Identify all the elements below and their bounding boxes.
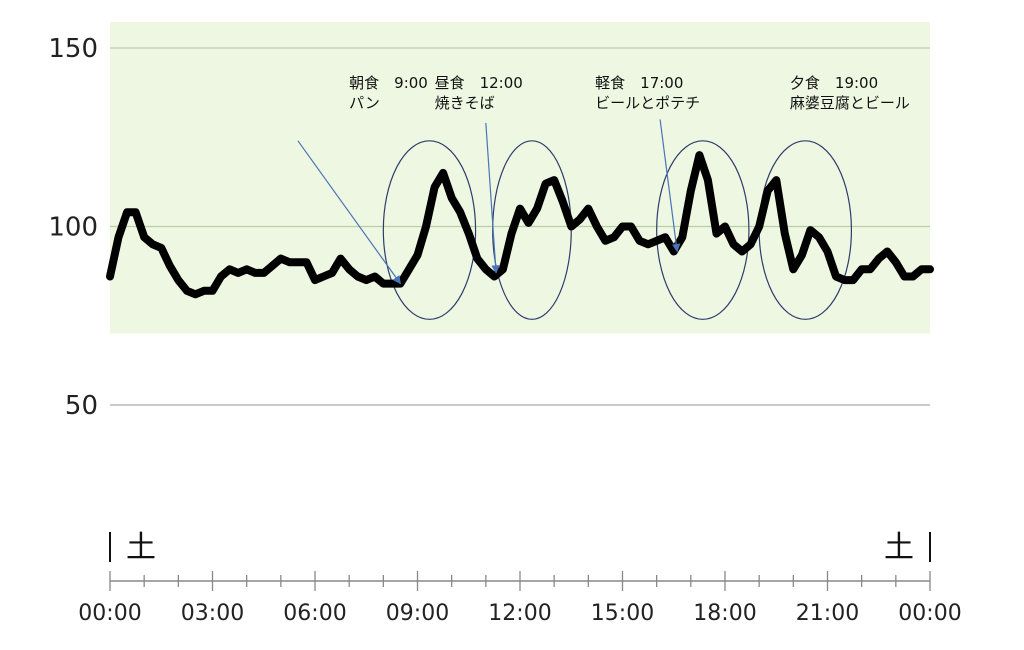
x-tick-label: 12:00 <box>488 601 551 626</box>
x-tick-label: 21:00 <box>796 601 859 626</box>
day-label: 土 <box>126 530 156 565</box>
annotation-time-label: 昼食 12:00 <box>435 74 523 92</box>
annotation-arrow <box>297 140 401 285</box>
day-label: 土 <box>884 530 914 565</box>
x-tick-label: 06:00 <box>283 601 346 626</box>
y-tick-label: 100 <box>48 213 98 243</box>
annotation-arrow <box>485 122 500 274</box>
x-tick-label: 00:00 <box>78 601 141 626</box>
meal-highlight-circle <box>656 140 750 320</box>
x-tick-label: 09:00 <box>386 601 449 626</box>
target-range-band <box>110 22 930 334</box>
x-tick-label: 00:00 <box>898 601 961 626</box>
x-tick-label: 03:00 <box>181 601 244 626</box>
x-tick-label: 15:00 <box>591 601 654 626</box>
annotation-meal-label: 焼きそば <box>435 94 495 112</box>
annotation-arrow <box>659 119 681 253</box>
annotation-time-label: 軽食 17:00 <box>595 74 683 92</box>
annotation-meal-label: パン <box>349 94 380 112</box>
annotation-meal-label: ビールとポテチ <box>595 94 700 112</box>
y-tick-label: 150 <box>48 34 98 64</box>
annotation-time-label: 朝食 9:00 <box>349 74 428 92</box>
annotation-time-label: 夕食 19:00 <box>790 74 878 92</box>
annotation-meal-label: 麻婆豆腐とビール <box>790 94 910 112</box>
x-tick-label: 18:00 <box>693 601 756 626</box>
glucose-series-line <box>106 151 934 299</box>
y-tick-label: 50 <box>65 391 98 421</box>
meal-highlight-circle <box>382 140 477 320</box>
